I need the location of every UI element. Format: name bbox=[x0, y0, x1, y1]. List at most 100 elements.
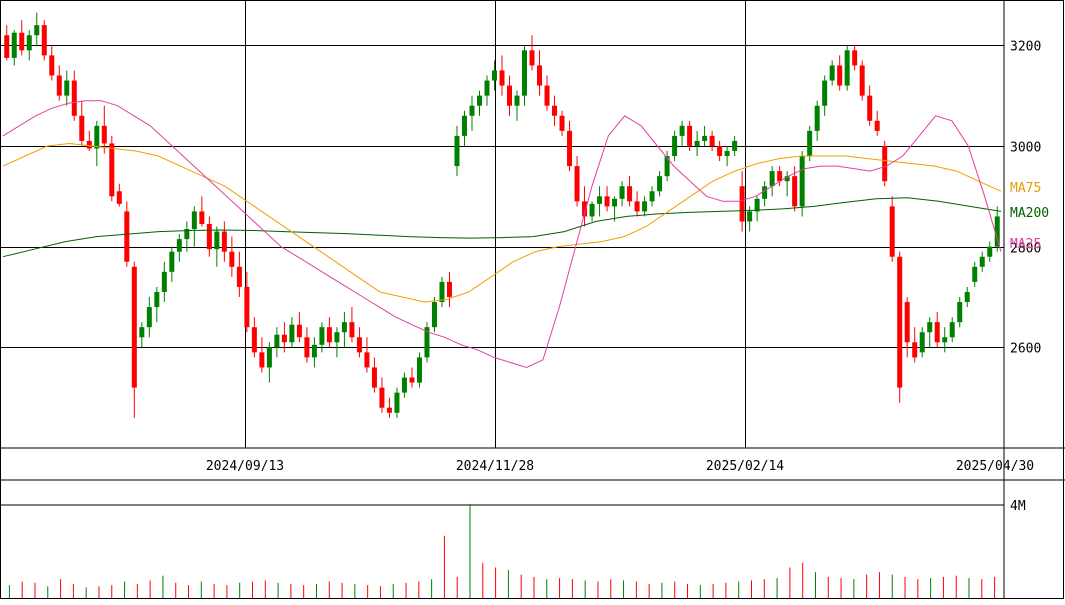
candle-body bbox=[687, 125, 693, 146]
candle-body bbox=[341, 322, 347, 333]
candle-body bbox=[311, 344, 317, 358]
candle-body bbox=[386, 407, 392, 413]
volume-tick-label: 4M bbox=[1010, 499, 1026, 514]
candle-body bbox=[537, 65, 543, 86]
candle-body bbox=[424, 327, 430, 358]
candle-body bbox=[296, 324, 302, 338]
candle-body bbox=[529, 50, 535, 66]
candle-body bbox=[394, 392, 400, 413]
candle-body bbox=[837, 65, 843, 86]
candle-body bbox=[544, 85, 550, 106]
candle-body bbox=[732, 140, 738, 152]
candle-body bbox=[199, 211, 205, 224]
candle-body bbox=[777, 171, 783, 182]
candle-body bbox=[859, 65, 865, 96]
candle-body bbox=[799, 156, 805, 207]
candle-body bbox=[154, 291, 160, 308]
candle-body bbox=[649, 191, 655, 202]
candle-body bbox=[146, 307, 152, 328]
candle-body bbox=[814, 105, 820, 131]
candle-body bbox=[26, 35, 32, 51]
candle-body bbox=[409, 377, 415, 383]
candle-body bbox=[379, 387, 385, 408]
candle-body bbox=[206, 224, 212, 250]
candle-body bbox=[461, 115, 467, 136]
candle-body bbox=[281, 334, 287, 343]
candle-body bbox=[319, 327, 325, 345]
candle-body bbox=[784, 176, 790, 182]
x-tick-label: 2025/02/14 bbox=[706, 459, 784, 474]
candle-body bbox=[679, 125, 685, 136]
candle-body bbox=[371, 367, 377, 388]
y-tick-label: 2600 bbox=[1010, 342, 1041, 357]
candle-body bbox=[116, 191, 122, 204]
candle-body bbox=[897, 256, 903, 388]
candle-body bbox=[912, 342, 918, 358]
candle-body bbox=[79, 115, 85, 141]
candle-body bbox=[266, 347, 272, 368]
ma-legend-label: MA25 bbox=[1010, 237, 1041, 252]
candle-body bbox=[514, 95, 520, 106]
candle-body bbox=[439, 281, 445, 303]
candle-body bbox=[949, 322, 955, 338]
candle-body bbox=[274, 334, 280, 348]
candle-body bbox=[349, 322, 355, 338]
candle-body bbox=[214, 231, 220, 250]
candle-body bbox=[642, 201, 648, 212]
candle-body bbox=[634, 201, 640, 212]
candle-body bbox=[49, 55, 55, 76]
candle-body bbox=[702, 135, 708, 141]
y-tick-label: 2800 bbox=[1010, 242, 1041, 257]
candle-body bbox=[597, 196, 603, 204]
candle-body bbox=[454, 135, 460, 167]
candle-body bbox=[139, 327, 145, 338]
candle-body bbox=[356, 337, 362, 353]
y-tick-label: 3200 bbox=[1010, 40, 1041, 55]
candle-body bbox=[169, 251, 175, 272]
candle-body bbox=[694, 140, 700, 146]
candle-body bbox=[619, 186, 625, 199]
candle-body bbox=[416, 357, 422, 383]
ma-legend-label: MA200 bbox=[1010, 206, 1049, 221]
candle-body bbox=[94, 125, 100, 149]
candle-body bbox=[522, 50, 528, 96]
candle-body bbox=[612, 198, 618, 207]
candle-body bbox=[747, 211, 753, 222]
candle-body bbox=[664, 156, 670, 177]
candle-body bbox=[476, 95, 482, 106]
candle-body bbox=[507, 85, 513, 106]
candle-body bbox=[19, 32, 25, 51]
candle-body bbox=[672, 135, 678, 157]
candle-body bbox=[259, 352, 265, 368]
y-tick-label: 3000 bbox=[1010, 141, 1041, 156]
candle-body bbox=[552, 105, 558, 116]
candle-body bbox=[184, 229, 190, 240]
candle-body bbox=[874, 120, 880, 131]
candle-body bbox=[627, 186, 633, 202]
candle-body bbox=[236, 266, 242, 287]
candle-body bbox=[304, 337, 310, 358]
x-tick-label: 2025/04/30 bbox=[956, 459, 1034, 474]
candle-body bbox=[972, 266, 978, 282]
candle-body bbox=[191, 211, 197, 230]
candle-body bbox=[101, 125, 107, 144]
candle-body bbox=[994, 216, 1000, 247]
candle-body bbox=[86, 140, 92, 149]
candle-body bbox=[491, 70, 497, 81]
candle-body bbox=[131, 266, 137, 388]
candle-body bbox=[657, 176, 663, 192]
candle-body bbox=[176, 239, 182, 252]
candle-body bbox=[326, 327, 332, 343]
candle-body bbox=[882, 145, 888, 182]
candle-body bbox=[499, 70, 505, 86]
candle-body bbox=[161, 271, 167, 292]
candle-body bbox=[109, 143, 115, 197]
candle-body bbox=[739, 186, 745, 222]
candle-body bbox=[904, 302, 910, 343]
candle-body bbox=[4, 35, 10, 58]
candle-body bbox=[604, 196, 610, 207]
candle-body bbox=[844, 50, 850, 86]
candle-body bbox=[589, 203, 595, 217]
